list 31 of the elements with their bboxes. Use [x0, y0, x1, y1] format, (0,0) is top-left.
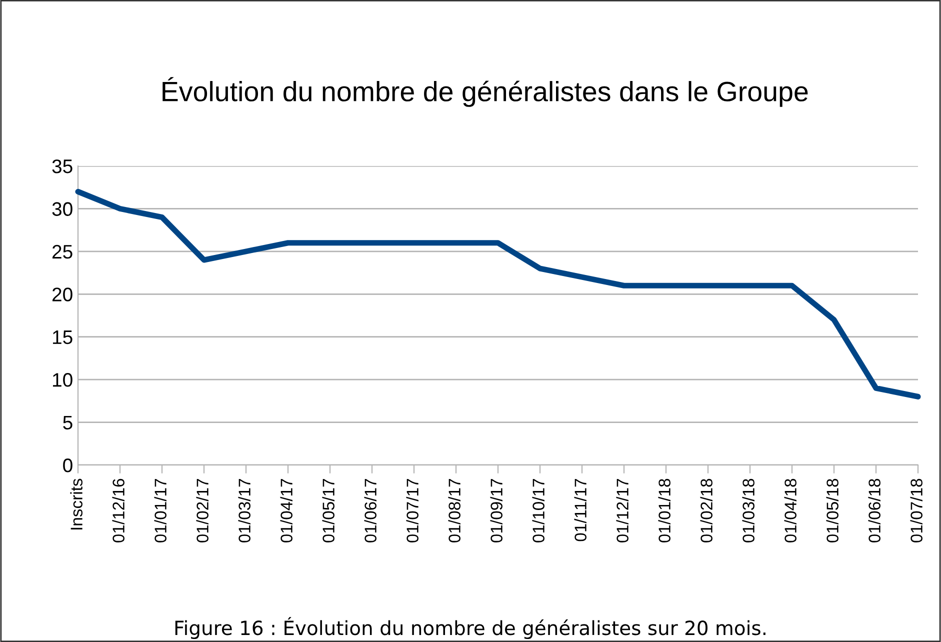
y-tick-label: 0 [63, 458, 72, 472]
x-tick-label: 01/04/18 [784, 478, 796, 542]
x-tick-label: 01/07/18 [910, 478, 922, 542]
x-tick-label: 01/03/18 [742, 478, 754, 542]
x-tick-label: 01/07/17 [406, 479, 418, 542]
y-tick-label: 10 [52, 373, 72, 387]
x-tick-label: 01/08/17 [448, 479, 460, 542]
x-tick-label: 01/06/18 [868, 478, 880, 542]
x-tick-label: 01/04/17 [280, 479, 292, 542]
x-tick-label: 01/05/17 [322, 479, 334, 542]
x-tick-label: 01/02/17 [196, 479, 208, 542]
caption: Figure 16 : Évolution du nombre de généralistes sur 20 mois. [175, 616, 766, 640]
x-tick-label: 01/05/18 [826, 478, 838, 542]
y-tick-label: 35 [52, 159, 72, 174]
x-tick-label: 01/12/17 [616, 479, 628, 542]
y-tick-label: 15 [52, 330, 72, 344]
y-tick-label: 20 [52, 288, 72, 302]
x-tick-label: Inscrits [70, 478, 82, 530]
x-tick-label: 01/10/17 [532, 479, 544, 542]
x-tick-label: 01/11/17 [574, 479, 586, 542]
chart-title: Évolution du nombre de généralistes dans le Groupe [162, 77, 808, 107]
x-tick-label: 01/03/17 [238, 479, 250, 542]
y-tick-label: 30 [52, 202, 72, 216]
x-tick-label: 01/06/17 [364, 479, 376, 542]
x-tick-label: 01/01/18 [658, 478, 670, 542]
y-tick-label: 5 [63, 416, 72, 430]
x-tick-label: 01/01/17 [154, 479, 166, 542]
y-tick-label: 25 [52, 244, 72, 259]
x-tick-label: 01/12/16 [112, 478, 124, 542]
x-tick-label: 01/02/18 [700, 478, 712, 542]
x-tick-label: 01/09/17 [490, 479, 502, 542]
